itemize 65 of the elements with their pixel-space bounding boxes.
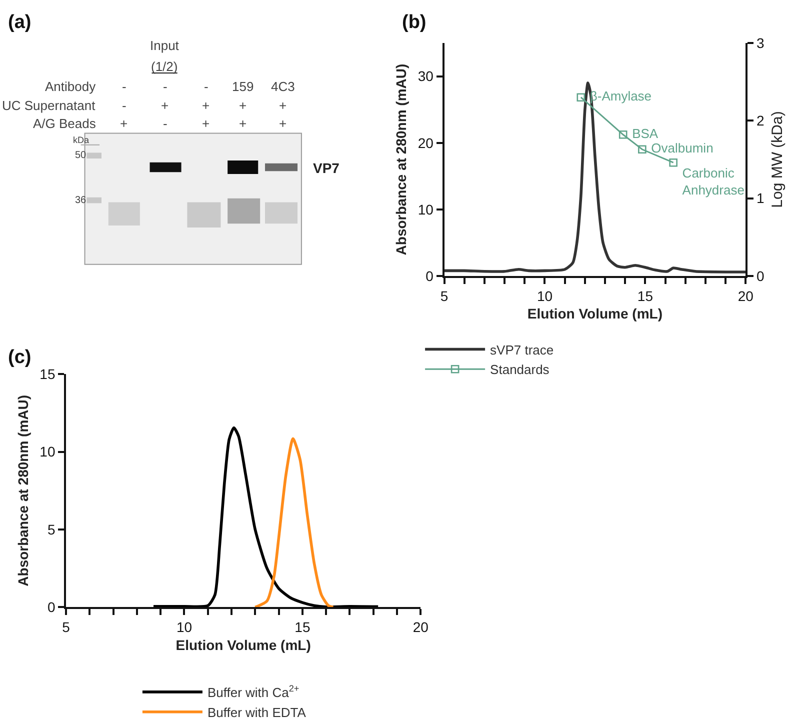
y-tick-label: 5 [47, 521, 56, 538]
data-label: Ovalbumin [648, 140, 714, 156]
text: kDa [73, 135, 90, 145]
x-tick-label: 20 [738, 288, 754, 304]
chart-title: (c) [8, 347, 32, 368]
text: + [202, 116, 210, 131]
data-label: Carbonic Anhydrase [678, 166, 744, 198]
text: UC Supernatant [2, 98, 96, 113]
y2-axis-title: Log MW (kDa) [768, 111, 786, 208]
x-tick-label: 15 [637, 288, 654, 304]
text: + [239, 116, 247, 131]
x-tick-label: 5 [62, 618, 70, 635]
line-series [152, 426, 380, 608]
y-tick-label: 30 [418, 68, 434, 84]
x-axis-title: Elution Volume (mL) [527, 306, 663, 322]
text: Antibody [45, 79, 96, 94]
text: + [120, 116, 128, 131]
x-tick-label: 10 [176, 618, 192, 635]
text: + [202, 98, 210, 113]
text: - [122, 79, 126, 94]
y-tick-label: 10 [418, 201, 434, 218]
point [576, 93, 586, 102]
y2-tick-label: 2 [756, 112, 764, 129]
y-tick-label: 15 [40, 366, 56, 382]
chart-title: (b) [402, 12, 426, 33]
y-tick-label: 0 [426, 268, 434, 284]
text: (a) [8, 12, 32, 33]
y-tick-label: 10 [40, 444, 56, 460]
point [669, 158, 678, 167]
y-axis-title: Absorbance at 280nm (mAU) [392, 64, 409, 256]
text: + [279, 98, 287, 113]
point [638, 145, 646, 154]
text: 4C3 [271, 79, 295, 94]
text: + [239, 98, 247, 113]
text: - [163, 116, 168, 131]
x-tick-label: 10 [536, 288, 553, 304]
x-tick-label: 15 [294, 618, 310, 635]
text: + [279, 116, 287, 131]
y2-tick-label: 0 [756, 268, 764, 284]
text: - [122, 98, 126, 113]
y2-tick-label: 3 [756, 34, 764, 51]
legend-label: Standards [490, 362, 550, 378]
text: - [204, 79, 208, 94]
data-label: BSA [628, 126, 658, 141]
y-tick-label: 0 [47, 599, 56, 616]
text: VP7 [313, 160, 340, 176]
legend-label: Buffer with Ca$^{2+}$ [207, 684, 300, 700]
line-series [254, 437, 335, 608]
x-tick-label: 5 [440, 288, 448, 304]
text: - [163, 79, 168, 94]
y2-tick-label: 1 [756, 190, 764, 206]
y-axis-title: Absorbance at 280nm (mAU) [14, 394, 31, 586]
legend-label: sVP7 trace [490, 342, 554, 358]
text: (1/2) [151, 59, 178, 74]
text: 159 [232, 79, 254, 94]
point [618, 130, 628, 139]
legend-label: Buffer with EDTA [207, 704, 306, 720]
x-axis-title: Elution Volume (mL) [176, 636, 311, 653]
text: 50 [75, 150, 87, 161]
text: + [161, 98, 169, 113]
line-series [444, 82, 746, 274]
text: A/G Beads [33, 116, 96, 131]
text: Input [150, 38, 180, 53]
text: 36 [75, 195, 87, 206]
y-tick-label: 20 [418, 134, 434, 151]
